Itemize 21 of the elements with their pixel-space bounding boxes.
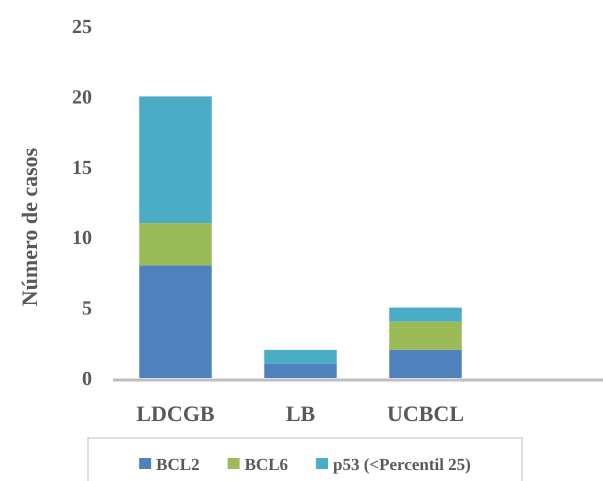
y-tick-label: 0 [82,368,92,390]
y-tick-label: 10 [72,227,92,250]
bar [389,308,462,322]
x-tick-label: UCBCL [386,401,464,426]
bar [264,364,337,378]
y-tick-label: 15 [72,156,92,179]
bar [264,350,337,364]
y-tick-label: 25 [72,16,92,38]
x-tick-label: LDCGB [136,401,215,426]
legend-label: BCL2 [156,455,200,474]
bar [139,223,212,266]
legend-label: p53 (<Percentil 25) [333,455,471,474]
bar [389,350,462,378]
y-tick-label: 5 [82,298,92,320]
legend-label: BCL6 [244,455,288,474]
y-axis-title: Número de casos [17,147,42,306]
bar [139,96,212,224]
bar [389,322,462,350]
x-tick-label: LB [286,401,316,426]
bar [139,265,212,378]
y-tick-label: 20 [72,86,92,108]
